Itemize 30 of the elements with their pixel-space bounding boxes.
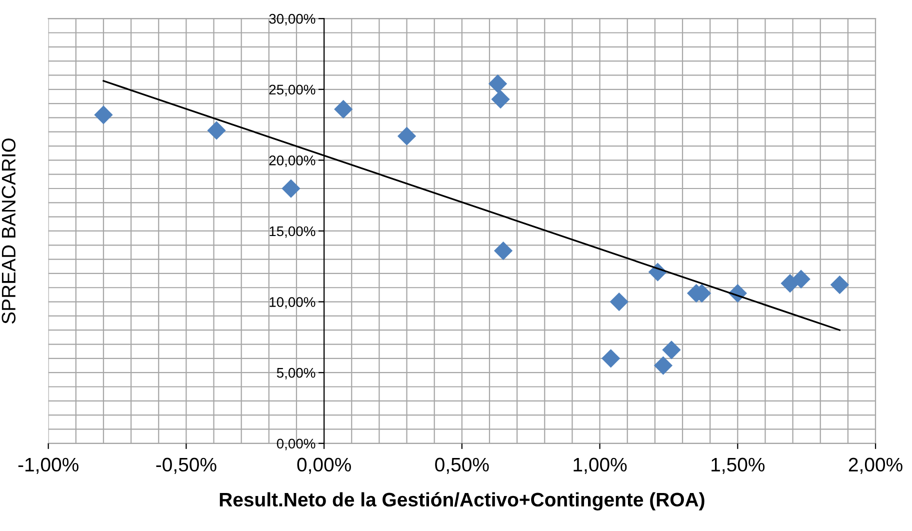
y-tick-label: 20,00% [269, 156, 316, 167]
x-tick-label: -1,00% [18, 458, 78, 474]
x-tick-label: -0,50% [156, 458, 216, 474]
x-tick-label: 0,00% [297, 458, 351, 474]
point [602, 349, 620, 368]
point [662, 340, 681, 360]
x-tick-label: 1,50% [712, 458, 765, 474]
y-axis-title: SPREAD BANCARIO [2, 138, 16, 324]
point [397, 126, 416, 146]
y-tick-label: 30,00% [269, 14, 316, 26]
y-tick-label: 0,00% [276, 438, 316, 450]
point [94, 106, 113, 124]
y-tick-label: 25,00% [269, 84, 316, 96]
y-tick-label: 5,00% [276, 368, 316, 380]
x-tick-label: 0,50% [435, 458, 489, 474]
point [654, 356, 673, 375]
point [334, 100, 353, 119]
y-tick-label: 10,00% [270, 297, 316, 309]
x-axis-title: Result.Neto de la Gestión/Activo+Contingente (ROA) [220, 492, 704, 510]
point [282, 179, 300, 198]
point [610, 292, 628, 312]
point [830, 275, 849, 294]
point [488, 74, 508, 94]
x-tick-label: 1,00% [574, 458, 627, 474]
y-tick-label: 15,00% [270, 226, 316, 238]
point [494, 241, 513, 260]
point [792, 270, 810, 288]
x-tick-label: 2,00% [848, 458, 902, 474]
point [491, 90, 510, 109]
point [207, 121, 226, 140]
